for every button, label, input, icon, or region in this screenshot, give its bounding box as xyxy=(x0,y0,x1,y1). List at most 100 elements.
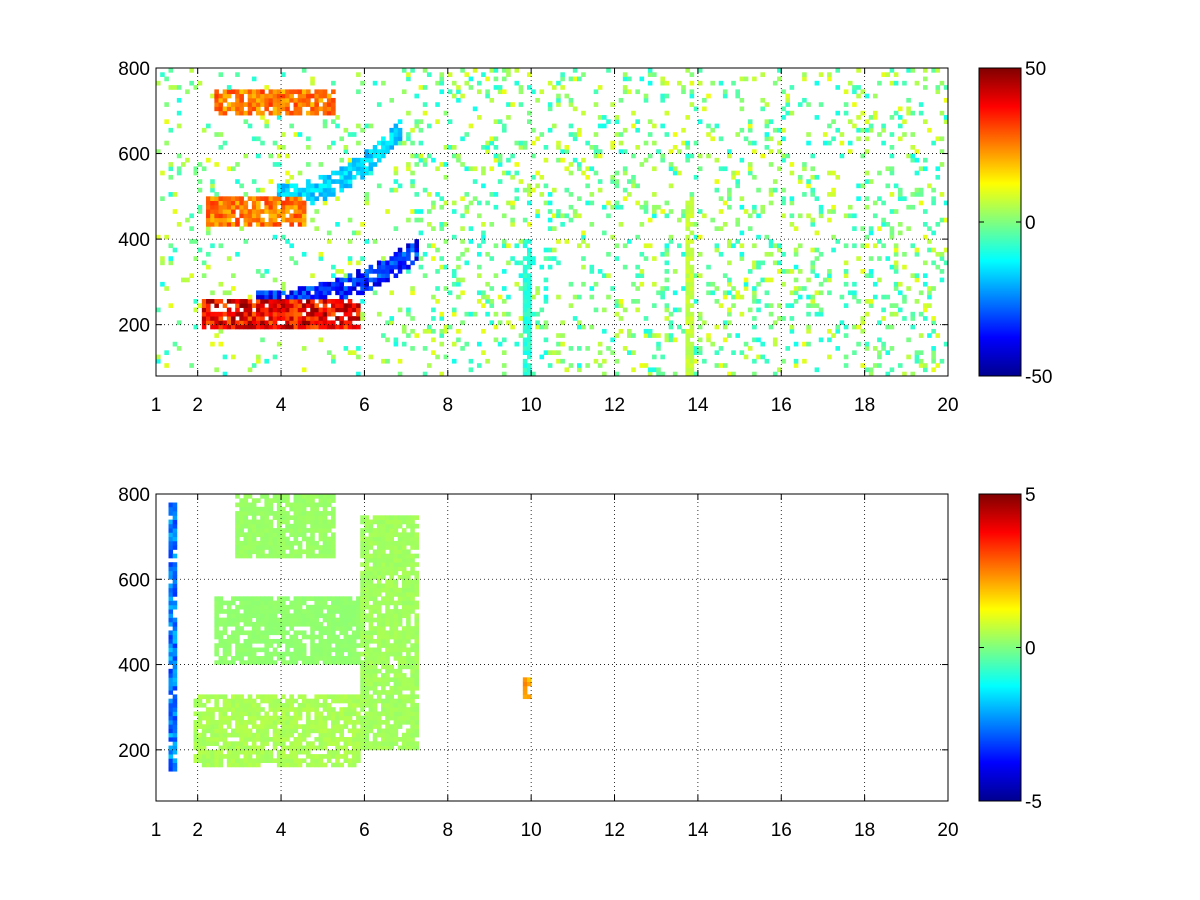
heatmap-cell xyxy=(268,532,274,538)
heatmap-cell xyxy=(360,737,365,742)
heatmap-cell xyxy=(443,222,449,227)
heatmap-cell xyxy=(356,617,361,623)
heatmap-cell xyxy=(301,204,307,210)
heatmap-cell xyxy=(256,153,261,159)
heatmap-cell xyxy=(281,707,286,712)
heatmap-cell xyxy=(939,162,945,167)
heatmap-cell xyxy=(272,617,278,623)
heatmap-cell xyxy=(281,660,286,665)
heatmap-cell xyxy=(347,715,353,721)
heatmap-cell xyxy=(256,724,261,729)
bottom-x-axis: 1 2 4 6 8 10 12 14 16 18 20 xyxy=(151,494,959,841)
heatmap-cell xyxy=(526,307,532,313)
heatmap-cell xyxy=(322,651,328,657)
heatmap-cell xyxy=(526,320,532,326)
heatmap-cell xyxy=(172,694,178,700)
heatmap-cell xyxy=(939,192,945,197)
heatmap-cell xyxy=(343,660,349,665)
heatmap-cell xyxy=(493,311,499,317)
heatmap-cell xyxy=(852,226,857,231)
heatmap-cell xyxy=(710,127,715,133)
heatmap-cell xyxy=(314,728,319,734)
heatmap-cell xyxy=(476,213,482,219)
heatmap-cell xyxy=(593,102,599,107)
heatmap-cell xyxy=(360,660,365,665)
heatmap-cell xyxy=(247,634,253,640)
heatmap-cell xyxy=(785,346,790,351)
heatmap-cell xyxy=(589,324,595,330)
heatmap-cell xyxy=(214,222,219,227)
heatmap-cell xyxy=(535,324,540,330)
heatmap-cell xyxy=(381,630,386,636)
heatmap-cell xyxy=(168,673,174,678)
heatmap-cell xyxy=(526,187,532,193)
heatmap-cell xyxy=(326,728,332,734)
heatmap-cell xyxy=(368,694,374,700)
heatmap-cell xyxy=(335,609,340,614)
heatmap-cell xyxy=(289,604,294,610)
heatmap-cell xyxy=(260,196,265,202)
heatmap-cell xyxy=(393,583,399,589)
heatmap-cell xyxy=(410,660,415,665)
heatmap-cell xyxy=(251,758,257,764)
heatmap-cell xyxy=(368,566,374,572)
heatmap-cell xyxy=(385,140,390,146)
heatmap-cell xyxy=(314,528,319,533)
heatmap-cell xyxy=(322,613,328,619)
heatmap-cell xyxy=(306,715,311,721)
heatmap-cell xyxy=(356,230,361,236)
heatmap-cell xyxy=(256,604,261,610)
heatmap-cell xyxy=(256,136,261,142)
heatmap-cell xyxy=(360,745,365,751)
heatmap-cell xyxy=(243,307,249,313)
heatmap-cell xyxy=(414,536,420,542)
heatmap-cell xyxy=(735,290,740,296)
heatmap-cell xyxy=(381,741,386,746)
heatmap-cell xyxy=(397,256,403,261)
heatmap-cell xyxy=(631,110,636,116)
heatmap-cell xyxy=(222,106,228,112)
heatmap-cell xyxy=(401,664,407,670)
heatmap-cell xyxy=(393,626,399,631)
heatmap-cell xyxy=(247,89,253,95)
heatmap-cell xyxy=(206,213,211,219)
heatmap-cell xyxy=(301,707,307,712)
heatmap-cell xyxy=(860,226,866,231)
heatmap-cell xyxy=(243,324,249,330)
heatmap-cell xyxy=(189,213,194,219)
heatmap-cell xyxy=(401,647,407,653)
heatmap-cell xyxy=(456,97,461,103)
heatmap-cell xyxy=(368,668,374,674)
heatmap-cell xyxy=(260,311,265,317)
heatmap-cell xyxy=(764,290,770,296)
heatmap-cell xyxy=(435,119,440,125)
heatmap-cell xyxy=(397,592,403,597)
heatmap-cell xyxy=(914,192,920,197)
heatmap-cell xyxy=(276,311,282,317)
heatmap-cell xyxy=(602,273,607,279)
heatmap-cell xyxy=(247,553,253,559)
heatmap-cell xyxy=(772,187,778,193)
heatmap-cell xyxy=(385,741,390,746)
heatmap-cell xyxy=(276,222,282,227)
heatmap-cell xyxy=(168,638,174,644)
heatmap-cell xyxy=(326,145,332,150)
heatmap-cell xyxy=(610,145,615,150)
heatmap-cell xyxy=(376,643,382,648)
heatmap-cell xyxy=(818,72,824,77)
heatmap-cell xyxy=(764,123,770,129)
heatmap-cell xyxy=(372,702,378,708)
heatmap-cell xyxy=(389,575,394,580)
heatmap-cell xyxy=(347,660,353,665)
heatmap-cell xyxy=(306,311,311,317)
heatmap-cell xyxy=(210,694,215,700)
heatmap-cell xyxy=(251,76,257,82)
heatmap-cell xyxy=(172,758,178,764)
heatmap-cell xyxy=(314,737,319,742)
heatmap-cell xyxy=(572,76,578,82)
heatmap-cell xyxy=(281,626,286,631)
x-tick-label: 14 xyxy=(687,820,709,841)
heatmap-cell xyxy=(393,140,399,146)
heatmap-cell xyxy=(272,89,278,95)
heatmap-cell xyxy=(385,337,390,343)
